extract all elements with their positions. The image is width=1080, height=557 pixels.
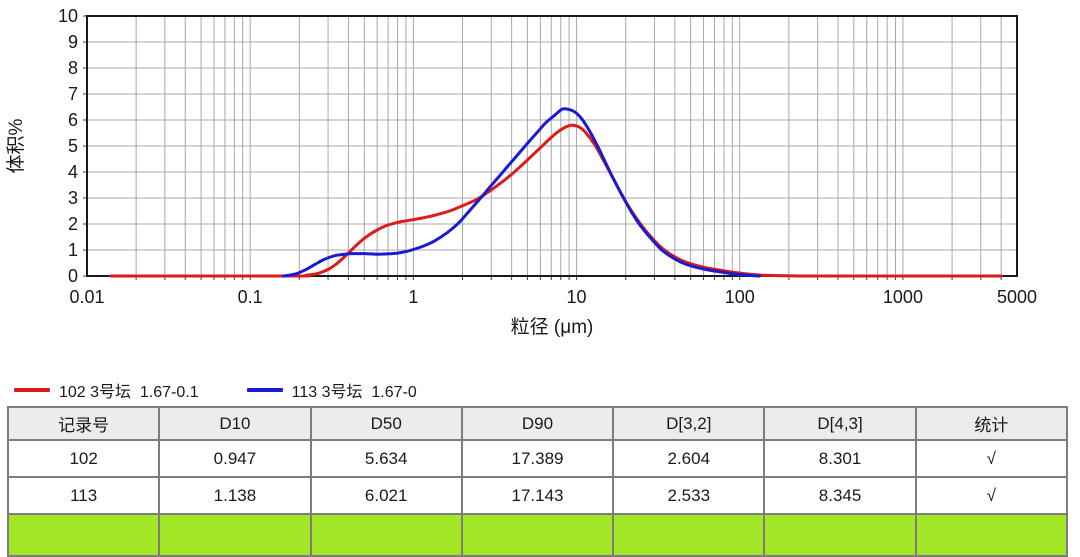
- y-tick-label: 6: [68, 110, 78, 130]
- red-line-swatch-icon: [14, 388, 50, 392]
- series-curve-red: [109, 123, 1003, 278]
- x-tick-label: 100: [725, 287, 755, 307]
- particle-size-distribution-chart: 0 1 2 3 4 5 6 7 8 9 10 0.01 0.1 1 10 100 1000 5000 粒径 (μm)…: [5, 6, 1037, 338]
- legend-label-113: 113 3号坛 1.67-0: [291, 384, 417, 401]
- cell-d50: 5.634: [309, 439, 463, 478]
- cell-d90: [460, 513, 615, 557]
- chart-canvas: 0 1 2 3 4 5 6 7 8 9 10 0.01 0.1 1 10 100 1000 5000 粒径 (μm)…: [5, 6, 1037, 338]
- col-header-d90: D90: [460, 406, 615, 441]
- results-table: 记录号 D10 D50 D90 D[3,2] D[4,3] 统计 102 0.9…: [6, 406, 1069, 557]
- cell-stats-check: √: [914, 476, 1069, 515]
- x-tick-label: 5000: [997, 287, 1037, 307]
- x-tick-label: 0.1: [238, 287, 263, 307]
- results-table-container: 记录号 D10 D50 D90 D[3,2] D[4,3] 统计 102 0.9…: [6, 406, 1069, 557]
- col-header-d43: D[4,3]: [763, 406, 917, 441]
- y-tick-label: 0: [68, 266, 78, 286]
- blue-line-swatch-icon: [246, 388, 283, 392]
- cell-d43: [763, 513, 917, 557]
- cell-record-no: 113: [6, 476, 161, 515]
- col-header-stats: 统计: [914, 406, 1069, 441]
- cell-stats-check: √: [914, 439, 1069, 478]
- table-header-row: 记录号 D10 D50 D90 D[3,2] D[4,3] 统计: [6, 406, 1069, 441]
- x-tick-label: 10: [567, 287, 587, 307]
- x-axis-label: 粒径 (μm): [511, 316, 594, 338]
- cell-d10: [158, 513, 312, 557]
- y-tick-label: 1: [68, 240, 78, 260]
- legend-item-record-113: 113 3号坛 1.67-0: [246, 378, 417, 402]
- y-tick-label: 7: [68, 84, 78, 104]
- cell-record-no: 102: [6, 439, 161, 478]
- col-header-d50: D50: [309, 406, 463, 441]
- table-row-102[interactable]: 102 0.947 5.634 17.389 2.604 8.301 √: [6, 439, 1069, 478]
- legend-label-102: 102 3号坛 1.67-0.1: [59, 384, 199, 401]
- legend-item-record-102: 102 3号坛 1.67-0.1: [14, 378, 199, 402]
- plot-border: [86, 15, 1018, 277]
- y-tick-label: 3: [68, 188, 78, 208]
- x-tick-label: 1: [408, 287, 418, 307]
- y-tick-label: 8: [68, 58, 78, 78]
- x-tick-label: 0.01: [69, 287, 104, 307]
- y-axis-label: 体积%: [5, 118, 27, 173]
- col-header-d32: D[3,2]: [612, 406, 766, 441]
- table-row-113[interactable]: 113 1.138 6.021 17.143 2.533 8.345 √: [6, 476, 1069, 515]
- cell-d32: [612, 513, 766, 557]
- y-tick-label: 2: [68, 214, 78, 234]
- series-curve-blue: [282, 107, 761, 278]
- cell-d43: 8.301: [763, 439, 917, 478]
- cell-d90: 17.143: [460, 476, 615, 515]
- cell-d10: 0.947: [158, 439, 312, 478]
- chart-legend: 102 3号坛 1.67-0.1 113 3号坛 1.67-0: [14, 378, 417, 402]
- cell-d50: [309, 513, 463, 557]
- cell-stats-check: [914, 513, 1069, 557]
- x-tick-label: 1000: [883, 287, 923, 307]
- table-row-selected-empty[interactable]: [6, 513, 1069, 557]
- y-tick-label: 9: [68, 32, 78, 52]
- cell-d90: 17.389: [460, 439, 615, 478]
- col-header-d10: D10: [158, 406, 312, 441]
- cell-d32: 2.604: [612, 439, 766, 478]
- y-tick-label: 4: [68, 162, 78, 182]
- cell-d50: 6.021: [309, 476, 463, 515]
- cell-record-no: [6, 513, 161, 557]
- cell-d32: 2.533: [612, 476, 766, 515]
- cell-d10: 1.138: [158, 476, 312, 515]
- col-header-record-no: 记录号: [6, 406, 161, 441]
- cell-d43: 8.345: [763, 476, 917, 515]
- y-tick-label: 10: [58, 6, 78, 26]
- y-tick-label: 5: [68, 136, 78, 156]
